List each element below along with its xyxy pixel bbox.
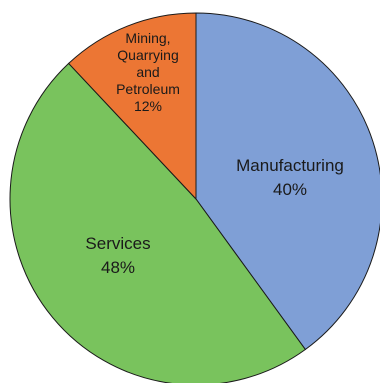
mining-label-line-1: Mining, (125, 30, 170, 46)
slice-label-manufacturing: Manufacturing 40% (236, 156, 344, 199)
services-label: Services (85, 234, 150, 253)
mining-percent: 12% (134, 98, 162, 114)
pie-slice-services (9, 62, 307, 383)
manufacturing-percent: 40% (273, 180, 307, 199)
pie-slice-manufacturing (195, 12, 380, 351)
slice-label-services: Services 48% (85, 234, 150, 277)
mining-label-line-2: Quarrying (117, 47, 178, 63)
manufacturing-label: Manufacturing (236, 156, 344, 175)
pie-slices (9, 12, 380, 383)
mining-label-line-3: and (136, 64, 159, 80)
slice-label-mining: Mining, Quarrying and Petroleum 12% (116, 30, 180, 114)
services-percent: 48% (101, 258, 135, 277)
pie-slice-mining (67, 12, 197, 201)
mining-label-line-4: Petroleum (116, 81, 180, 97)
